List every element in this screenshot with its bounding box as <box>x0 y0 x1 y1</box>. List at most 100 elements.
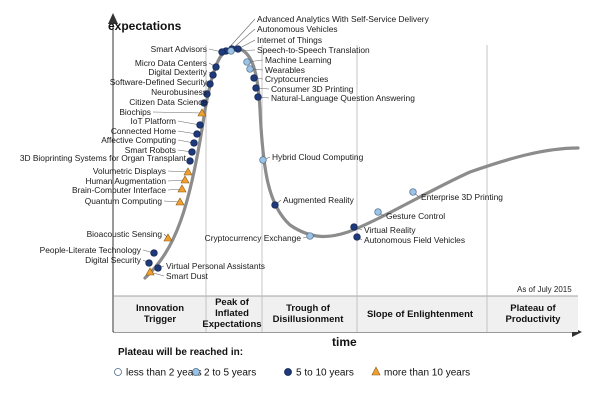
marker-smart-advisors <box>218 48 226 56</box>
label-enterprise-3d-printing: Enterprise 3D Printing <box>421 192 503 202</box>
phase-band <box>114 296 578 332</box>
label-internet-of-things: Internet of Things <box>257 35 322 45</box>
label-natural-language-question-answering: Natural-Language Question Answering <box>271 93 415 103</box>
label-consumer-3d-printing: Consumer 3D Printing <box>271 84 354 94</box>
legend-marker-2to5 <box>192 368 200 376</box>
label-virtual-personal-assistants: Virtual Personal Assistants <box>166 261 265 271</box>
label-iot-platform: IoT Platform <box>131 116 176 126</box>
label-virtual-reality: Virtual Reality <box>364 225 416 235</box>
legend-label-2to5: 2 to 5 years <box>204 368 256 379</box>
chart-frame <box>108 13 582 337</box>
point-labels: Advanced Analytics With Self-Service Del… <box>20 14 503 281</box>
leader-volumetric-displays <box>167 170 189 173</box>
phase-labels: Innovation Trigger Peak of Inflated Expectat… <box>136 297 561 330</box>
y-axis-arrow <box>108 13 118 24</box>
marker-augmented-reality <box>271 201 279 209</box>
label-affective-computing: Affective Computing <box>101 135 176 145</box>
phase-label-plateau-of-productivity: Plateau of Productivity <box>506 303 562 325</box>
marker-virtual-reality <box>350 223 358 231</box>
marker-speech-to-speech-translation <box>227 47 235 55</box>
marker-connected-home <box>193 130 201 138</box>
label-citizen-data-science: Citizen Data Science <box>129 97 207 107</box>
label-smart-robots: Smart Robots <box>125 145 176 155</box>
marker-citizen-data-science <box>200 99 208 107</box>
marker-iot-platform <box>196 121 204 129</box>
label-autonomous-field-vehicles: Autonomous Field Vehicles <box>364 235 465 245</box>
marker-consumer-3d-printing <box>252 84 260 92</box>
label-machine-learning: Machine Learning <box>265 55 332 65</box>
marker-digital-security <box>145 259 153 267</box>
leader-quantum-computing <box>163 200 181 203</box>
y-axis-title: expectations <box>108 19 182 33</box>
phase-label-peak-of-inflated-expectations: Peak of Inflated Expectations <box>202 297 261 330</box>
marker-affective-computing <box>190 139 198 147</box>
legend-marker-gt10 <box>371 366 381 376</box>
marker-gesture-control <box>374 208 382 216</box>
leader-human-augmentation <box>167 179 186 182</box>
label-software-defined-security: Software-Defined Security <box>110 77 208 87</box>
legend-label-5to10: 5 to 10 years <box>296 368 354 379</box>
label-quantum-computing: Quantum Computing <box>85 196 163 206</box>
markers <box>145 45 417 276</box>
label-human-augmentation: Human Augmentation <box>85 176 166 186</box>
label-digital-security: Digital Security <box>85 255 142 265</box>
leader-biochips <box>152 111 203 114</box>
label-advanced-analytics-with-self-service-delivery: Advanced Analytics With Self-Service Del… <box>257 14 430 24</box>
marker-volumetric-displays <box>183 167 193 176</box>
marker-hybrid-cloud-computing <box>259 156 267 164</box>
label-neurobusiness: Neurobusiness <box>151 87 207 97</box>
label-brain-computer-interface: Brain-Computer Interface <box>72 185 166 195</box>
marker-cryptocurrencies <box>250 74 258 82</box>
legend: Plateau will be reached in: less than 2 … <box>114 347 470 379</box>
marker-internet-of-things <box>234 45 242 53</box>
label-people-literate-technology: People-Literate Technology <box>40 245 142 255</box>
legend-marker-lt2 <box>114 368 122 376</box>
label-wearables: Wearables <box>265 65 305 75</box>
marker-autonomous-field-vehicles <box>353 233 361 241</box>
marker-software-defined-security <box>206 80 214 88</box>
legend-label-gt10: more than 10 years <box>384 368 470 379</box>
label-hybrid-cloud-computing: Hybrid Cloud Computing <box>272 152 364 162</box>
label-connected-home: Connected Home <box>111 126 177 136</box>
label-smart-dust: Smart Dust <box>166 271 209 281</box>
label-augmented-reality: Augmented Reality <box>283 195 355 205</box>
marker-digital-dexterity <box>209 71 217 79</box>
legend-items: less than 2 years 2 to 5 years 5 to 10 yea… <box>114 366 470 379</box>
label-micro-data-centers: Micro Data Centers <box>135 58 207 68</box>
label-speech-to-speech-translation: Speech-to-Speech Translation <box>257 45 370 55</box>
phase-label-trough-of-disillusionment: Trough of Disillusionment <box>273 303 345 325</box>
label-cryptocurrency-exchange: Cryptocurrency Exchange <box>205 233 302 243</box>
marker-virtual-personal-assistants <box>154 264 162 272</box>
legend-title: Plateau will be reached in: <box>118 347 243 358</box>
marker-bioacoustic-sensing <box>163 233 173 242</box>
marker-quantum-computing <box>175 197 185 206</box>
marker-smart-dust <box>145 267 155 276</box>
legend-marker-5to10 <box>284 368 292 376</box>
marker-cryptocurrency-exchange <box>306 232 314 240</box>
label-digital-dexterity: Digital Dexterity <box>148 67 207 77</box>
marker-natural-language-question-answering <box>254 93 262 101</box>
phase-label-slope-of-enlightenment: Slope of Enlightenment <box>367 309 474 320</box>
marker-3d-bioprinting-systems-for-organ-transplant <box>186 157 194 165</box>
as-of-date: As of July 2015 <box>517 285 572 294</box>
label-cryptocurrencies: Cryptocurrencies <box>265 74 328 84</box>
x-axis-title: time <box>332 335 357 349</box>
leader-autonomous-vehicles <box>231 28 256 50</box>
marker-smart-robots <box>188 148 196 156</box>
marker-brain-computer-interface <box>177 184 187 193</box>
marker-biochips <box>197 108 207 117</box>
marker-human-augmentation <box>180 175 190 184</box>
label-biochips: Biochips <box>119 107 151 117</box>
marker-people-literate-technology <box>150 249 158 257</box>
marker-neurobusiness <box>203 90 211 98</box>
label-autonomous-vehicles: Autonomous Vehicles <box>257 24 338 34</box>
phase-label-innovation-trigger: Innovation Trigger <box>136 303 184 325</box>
marker-machine-learning <box>243 58 251 66</box>
label-volumetric-displays: Volumetric Displays <box>93 166 166 176</box>
legend-label-lt2: less than 2 years <box>126 368 202 379</box>
marker-enterprise-3d-printing <box>409 188 417 196</box>
marker-micro-data-centers <box>212 63 220 71</box>
label-3d-bioprinting-systems-for-organ-transplant: 3D Bioprinting Systems for Organ Transpl… <box>20 153 187 163</box>
label-smart-advisors: Smart Advisors <box>151 44 207 54</box>
